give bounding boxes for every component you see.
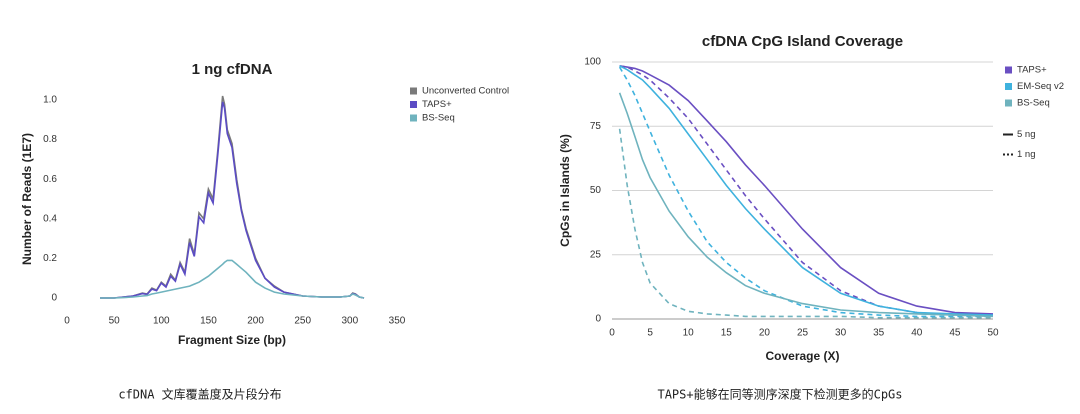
y-axis-title: CpGs in Islands (%) — [558, 134, 572, 247]
y-tick-label: 0 — [595, 314, 601, 325]
legend-label: BS-Seq — [422, 113, 455, 124]
chart-title: cfDNA CpG Island Coverage — [702, 33, 903, 50]
y-tick-label: 0.8 — [43, 134, 57, 145]
x-tick-label: 300 — [342, 316, 359, 327]
line — [100, 259, 365, 299]
line — [100, 95, 365, 299]
line — [619, 65, 994, 316]
y-tick-label: 75 — [590, 121, 602, 132]
x-tick-label: 250 — [294, 316, 311, 327]
legend-label: TAPS+ — [1017, 65, 1047, 76]
legend-label: Unconverted Control — [422, 86, 509, 97]
x-tick-label: 10 — [683, 328, 695, 339]
legend-label: EM-Seq v2 — [1017, 81, 1064, 92]
legend-swatch — [410, 87, 417, 95]
y-tick-label: 0.4 — [43, 213, 57, 224]
x-tick-label: 35 — [873, 328, 885, 339]
x-axis-title: Fragment Size (bp) — [178, 333, 286, 347]
x-tick-label: 30 — [835, 328, 847, 339]
line — [618, 128, 993, 319]
legend-label: TAPS+ — [422, 99, 452, 110]
legend-label: 1 ng — [1017, 149, 1036, 160]
y-tick-label: 1.0 — [43, 95, 57, 106]
caption: cfDNA 文库覆盖度及片段分布 — [118, 387, 281, 402]
x-tick-label: 20 — [759, 328, 771, 339]
x-tick-label: 50 — [987, 328, 999, 339]
x-tick-label: 40 — [911, 328, 923, 339]
x-tick-label: 45 — [949, 328, 961, 339]
line — [100, 101, 365, 299]
x-tick-label: 15 — [721, 328, 733, 339]
legend-swatch — [1005, 99, 1012, 107]
line — [619, 65, 994, 315]
legend-label: 5 ng — [1017, 129, 1036, 140]
x-tick-label: 100 — [153, 316, 170, 327]
x-tick-label: 150 — [200, 316, 217, 327]
legend-swatch — [1005, 66, 1012, 74]
y-tick-label: 0.2 — [43, 253, 57, 264]
y-tick-label: 25 — [590, 249, 602, 260]
x-tick-label: 5 — [647, 328, 653, 339]
y-tick-label: 0 — [51, 293, 57, 304]
y-axis-title: Number of Reads (1E7) — [20, 133, 34, 265]
x-tick-label: 50 — [109, 316, 121, 327]
x-tick-label: 25 — [797, 328, 809, 339]
legend-swatch — [1005, 83, 1012, 90]
x-tick-label: 200 — [247, 316, 264, 327]
legend-swatch — [410, 114, 417, 122]
x-tick-label: 350 — [389, 316, 406, 327]
caption: TAPS+能够在同等测序深度下检测更多的CpGs — [657, 387, 902, 402]
y-tick-label: 50 — [590, 185, 602, 196]
x-tick-label: 0 — [64, 316, 70, 327]
line — [618, 92, 994, 318]
y-tick-label: 0.6 — [43, 174, 57, 185]
x-tick-label: 0 — [609, 328, 615, 339]
y-tick-label: 100 — [584, 57, 601, 68]
legend-swatch — [410, 101, 417, 108]
line — [619, 65, 994, 318]
chart-title: 1 ng cfDNA — [192, 61, 273, 78]
legend-label: BS-Seq — [1017, 98, 1050, 109]
x-axis-title: Coverage (X) — [765, 349, 839, 363]
line — [618, 66, 993, 318]
